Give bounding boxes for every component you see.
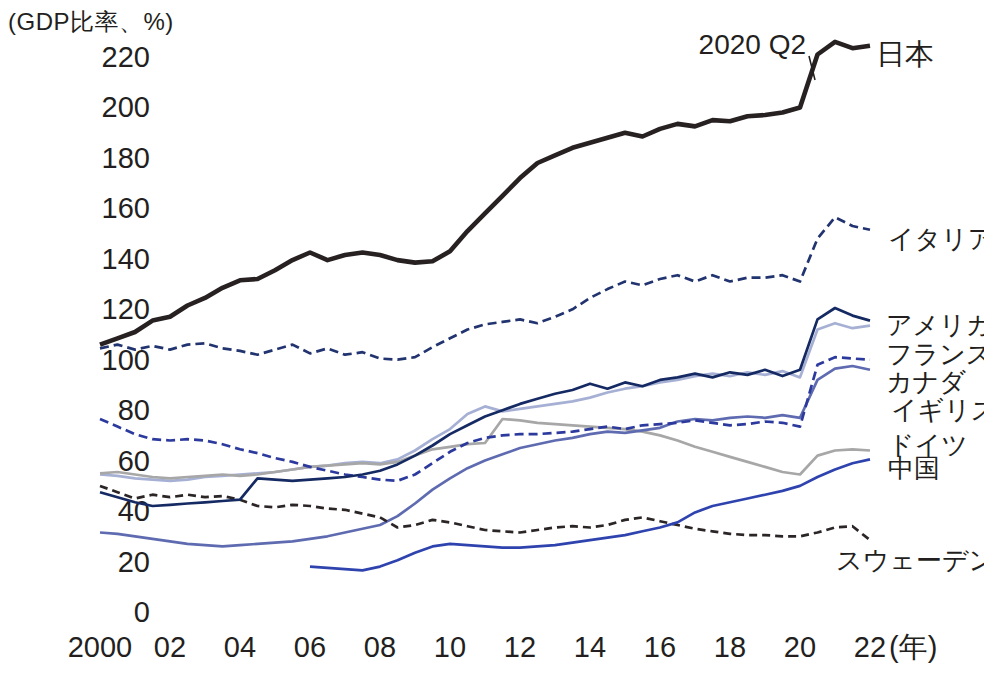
line-chart-canvas: 2202001801601401201008060402002000020406… [0, 0, 984, 675]
debt-gdp-chart-figure: (GDP比率、%) 220200180160140120100806040200… [0, 0, 984, 675]
y-axis-tick-label: 220 [102, 41, 150, 73]
x-axis-tick-label: 10 [434, 631, 466, 663]
y-axis-tick-label: 0 [134, 596, 150, 628]
x-axis-tick-label: 22 [854, 631, 886, 663]
series-line-china [310, 459, 870, 570]
x-axis-tick-label: 20 [784, 631, 816, 663]
country-label-france: フランス [886, 339, 984, 369]
x-axis-tick-label: 08 [364, 631, 396, 663]
series-line-japan [100, 42, 870, 345]
x-axis-tick-label: 16 [644, 631, 676, 663]
annotation-2020q2-label: 2020 Q2 [699, 29, 806, 60]
country-label-china: 中国 [888, 453, 940, 483]
country-label-italy: イタリア [888, 224, 984, 254]
x-axis-tick-label: 06 [294, 631, 326, 663]
x-axis-tick-label: 18 [714, 631, 746, 663]
series-line-italy [100, 217, 870, 360]
y-axis-tick-label: 140 [102, 243, 150, 275]
x-axis-tick-label: 14 [574, 631, 606, 663]
y-axis-tick-label: 80 [118, 394, 150, 426]
country-label-sweden: スウェーデン [836, 545, 984, 575]
series-line-uk [100, 366, 870, 546]
y-axis-tick-label: 180 [102, 142, 150, 174]
x-axis-tick-label: 02 [154, 631, 186, 663]
x-axis-tick-label: 12 [504, 631, 536, 663]
x-axis-tick-label: 2000 [68, 631, 133, 663]
series-line-germany [100, 419, 870, 478]
x-axis-unit-label: (年) [889, 631, 937, 663]
y-axis-tick-label: 160 [102, 192, 150, 224]
series-line-canada [100, 357, 870, 481]
series-line-sweden [100, 486, 870, 540]
y-axis-tick-label: 20 [118, 546, 150, 578]
country-label-japan: 日本 [876, 38, 934, 70]
y-axis-tick-label: 120 [102, 293, 150, 325]
country-label-uk: イギリス [891, 395, 984, 425]
y-axis-tick-label: 200 [102, 91, 150, 123]
x-axis-tick-label: 04 [224, 631, 256, 663]
country-label-canada: カナダ [886, 367, 966, 397]
country-label-usa: アメリカ [886, 310, 984, 340]
